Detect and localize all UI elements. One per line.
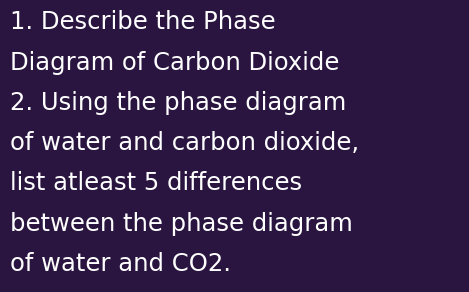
Text: of water and CO2.: of water and CO2. — [10, 252, 231, 276]
Text: 2. Using the phase diagram: 2. Using the phase diagram — [10, 91, 347, 115]
Text: list atleast 5 differences: list atleast 5 differences — [10, 171, 303, 195]
Text: of water and carbon dioxide,: of water and carbon dioxide, — [10, 131, 359, 155]
Text: between the phase diagram: between the phase diagram — [10, 212, 353, 236]
Text: Diagram of Carbon Dioxide: Diagram of Carbon Dioxide — [10, 51, 340, 74]
Text: 1. Describe the Phase: 1. Describe the Phase — [10, 10, 276, 34]
